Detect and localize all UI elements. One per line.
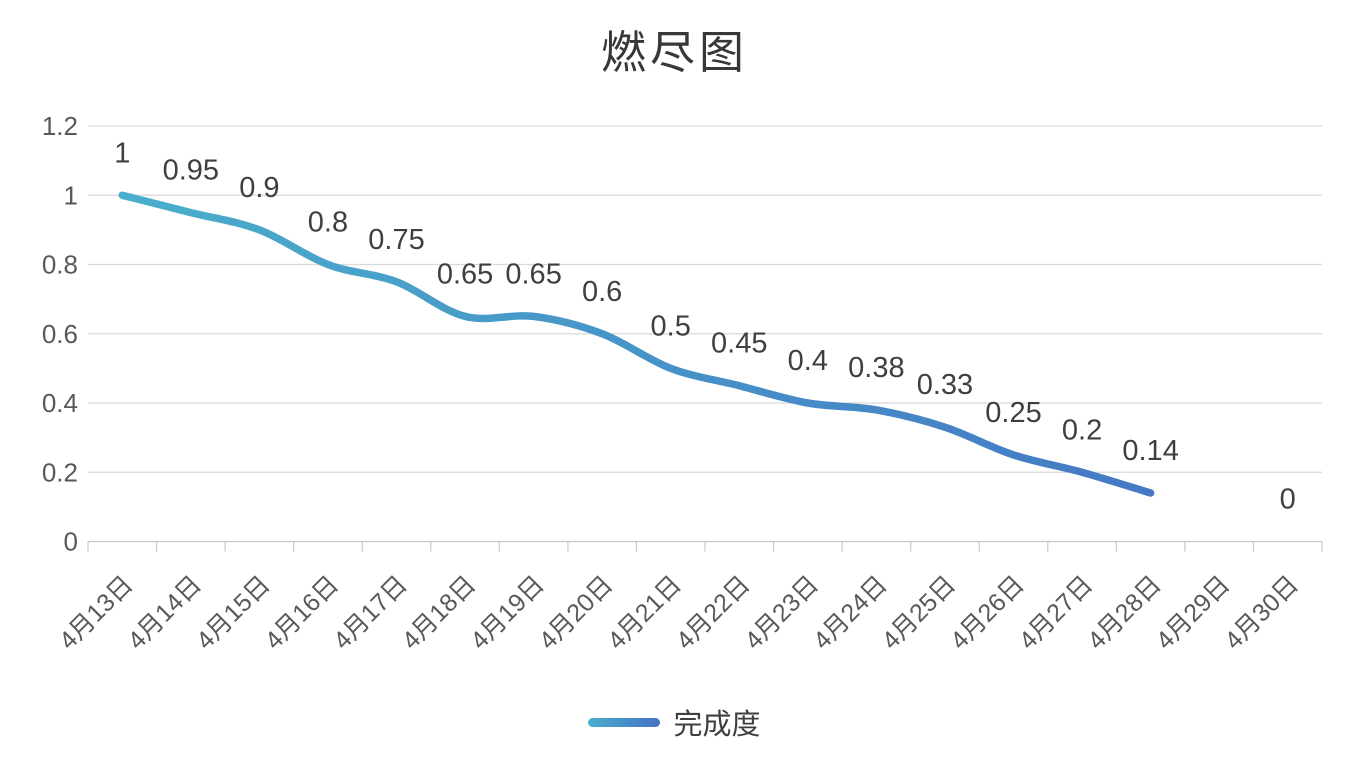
data-label: 0.25 [985,397,1041,429]
legend: 完成度 [0,700,1349,744]
data-label: 1 [114,137,130,169]
y-axis-tick-label: 1.2 [42,111,78,141]
y-axis-tick-label: 0.2 [42,457,78,487]
series-line [118,191,1155,497]
x-axis-tick-label: 4月14日 [122,570,207,655]
data-label: 0.38 [848,352,904,384]
data-label: 0.65 [437,258,493,290]
legend-line-swatch [588,717,661,727]
x-axis-tick-label: 4月18日 [397,570,482,655]
x-axis-tick-label: 4月19日 [465,570,550,655]
y-axis-tick-label: 1 [64,180,78,210]
data-label: 0.75 [368,224,424,256]
data-label: 0.65 [505,258,561,290]
legend-series-label: 完成度 [673,707,761,741]
x-axis-tick-label: 4月22日 [671,570,756,655]
x-axis-tick-label: 4月29日 [1151,570,1236,655]
x-axis-tick-label: 4月23日 [739,570,824,655]
x-axis-tick-label: 4月17日 [328,570,413,655]
chart-title: 燃尽图 [600,26,748,79]
data-label: 0.5 [651,310,691,342]
data-label: 0 [1280,484,1296,516]
x-axis-tick-label: 4月24日 [808,570,893,655]
x-axis-tick-label: 4月16日 [260,570,345,655]
data-label: 0.8 [308,207,348,239]
x-axis-tick-label: 4月30日 [1219,570,1304,655]
x-axis-tick-label: 4月25日 [877,570,962,655]
data-label: 0.33 [917,369,973,401]
x-axis-tick-label: 4月26日 [945,570,1030,655]
data-label: 0.95 [163,155,219,187]
y-axis-tick-label: 0 [64,527,78,557]
data-label: 0.45 [711,328,767,360]
y-axis-tick-label: 0.8 [42,250,78,280]
x-axis-tick-label: 4月13日 [54,570,139,655]
x-axis-tick-label: 4月28日 [1082,570,1167,655]
data-label: 0.6 [582,276,622,308]
x-axis-tick-label: 4月20日 [534,570,619,655]
y-axis-tick-label: 0.6 [42,319,78,349]
data-label: 0.14 [1122,435,1178,467]
x-axis-tick-label: 4月15日 [191,570,276,655]
x-axis-tick-label: 4月21日 [602,570,687,655]
x-axis-tick-label: 4月27日 [1014,570,1099,655]
data-label: 0.4 [788,345,828,377]
y-axis-tick-label: 0.4 [42,388,78,418]
data-label: 0.2 [1062,414,1102,446]
data-label: 0.9 [239,172,279,204]
